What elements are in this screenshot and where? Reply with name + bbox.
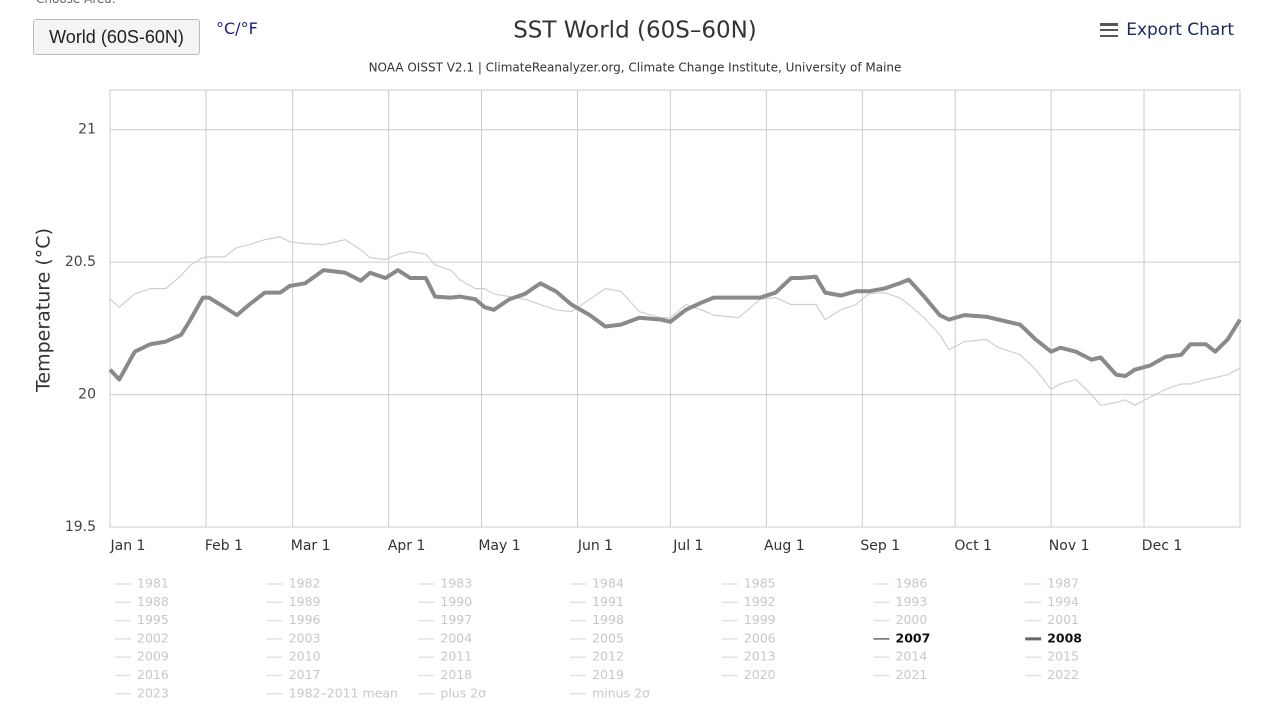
legend-label[interactable]: 1982–2011 mean: [289, 685, 398, 700]
x-tick-label: Feb 1: [205, 538, 243, 554]
legend-label[interactable]: 1996: [289, 612, 321, 627]
x-tick-label: May 1: [478, 538, 520, 554]
legend-label[interactable]: 1995: [137, 612, 169, 627]
legend-label[interactable]: 1991: [592, 594, 624, 609]
area-label: Choose Area:: [36, 0, 116, 6]
legend-label[interactable]: 1994: [1047, 594, 1079, 609]
legend-label[interactable]: 2020: [744, 667, 776, 682]
chart-title: SST World (60S–60N): [513, 18, 757, 44]
legend-label[interactable]: 2013: [744, 649, 776, 664]
chart-subtitle: NOAA OISST V2.1 | ClimateReanalyzer.org,…: [369, 61, 902, 75]
plot-border: [109, 89, 1241, 528]
legend-label[interactable]: 1989: [289, 594, 321, 609]
unit-toggle[interactable]: °C/°F: [216, 19, 258, 38]
legend-label[interactable]: 2017: [289, 667, 321, 682]
legend-label[interactable]: 2006: [744, 630, 776, 645]
legend-label[interactable]: 1988: [137, 594, 169, 609]
y-tick-label: 20: [78, 387, 96, 403]
legend-label[interactable]: 1997: [440, 612, 472, 627]
legend-label[interactable]: 2016: [137, 667, 169, 682]
legend-label[interactable]: 2022: [1047, 667, 1079, 682]
legend-label[interactable]: 2010: [289, 649, 321, 664]
legend-label[interactable]: 2007: [896, 630, 931, 645]
legend-label[interactable]: 2021: [896, 667, 928, 682]
legend-label[interactable]: 1992: [744, 594, 776, 609]
export-chart[interactable]: Export Chart: [1100, 20, 1234, 40]
legend-label[interactable]: 1993: [896, 594, 928, 609]
legend-label[interactable]: 1998: [592, 612, 624, 627]
legend-label[interactable]: 2019: [592, 667, 624, 682]
legend-label[interactable]: 2003: [289, 630, 321, 645]
x-tick-label: Sep 1: [860, 538, 900, 554]
legend-label[interactable]: 2009: [137, 649, 169, 664]
legend-label[interactable]: 2012: [592, 649, 624, 664]
legend-label[interactable]: minus 2σ: [592, 685, 650, 700]
legend-label[interactable]: 1986: [896, 576, 928, 591]
legend-label[interactable]: 2023: [137, 685, 169, 700]
area-button[interactable]: World (60S-60N): [33, 19, 200, 55]
legend-label[interactable]: 2018: [440, 667, 472, 682]
x-tick-label: Mar 1: [291, 538, 331, 554]
legend-label[interactable]: 1982: [289, 576, 321, 591]
legend-label[interactable]: 1984: [592, 576, 624, 591]
legend-label[interactable]: 1999: [744, 612, 776, 627]
menu-icon: [1100, 23, 1119, 37]
x-tick-label: Jul 1: [672, 538, 703, 554]
legend-label[interactable]: 1987: [1047, 576, 1079, 591]
x-tick-label: Nov 1: [1049, 538, 1090, 554]
legend-label[interactable]: plus 2σ: [440, 685, 486, 700]
legend-label[interactable]: 2011: [440, 649, 472, 664]
legend-label[interactable]: 2005: [592, 630, 624, 645]
x-tick-label: Apr 1: [388, 538, 426, 554]
legend-label[interactable]: 1990: [440, 594, 472, 609]
legend-label[interactable]: 2008: [1047, 630, 1082, 645]
legend-label[interactable]: 2000: [896, 612, 928, 627]
y-tick-label: 19.5: [65, 519, 96, 535]
x-tick-label: Jan 1: [110, 538, 146, 554]
x-tick-label: Oct 1: [954, 538, 992, 554]
legend-label[interactable]: 2004: [440, 630, 472, 645]
legend-label[interactable]: 2001: [1047, 612, 1079, 627]
x-tick-label: Aug 1: [764, 538, 805, 554]
legend-label[interactable]: 2015: [1047, 649, 1079, 664]
legend-label[interactable]: 1981: [137, 576, 169, 591]
legend-label[interactable]: 2002: [137, 630, 169, 645]
y-tick-label: 21: [78, 122, 96, 138]
y-axis-title: Temperature (°C): [33, 228, 55, 393]
y-tick-label: 20.5: [65, 254, 96, 270]
series-line: [108, 268, 1242, 382]
x-tick-label: Jun 1: [577, 538, 613, 554]
series-line: [109, 236, 1241, 406]
legend-label[interactable]: 2014: [896, 649, 928, 664]
x-tick-label: Dec 1: [1142, 538, 1182, 554]
legend-label[interactable]: 1983: [440, 576, 472, 591]
export-label: Export Chart: [1126, 20, 1234, 40]
legend-label[interactable]: 1985: [744, 576, 776, 591]
